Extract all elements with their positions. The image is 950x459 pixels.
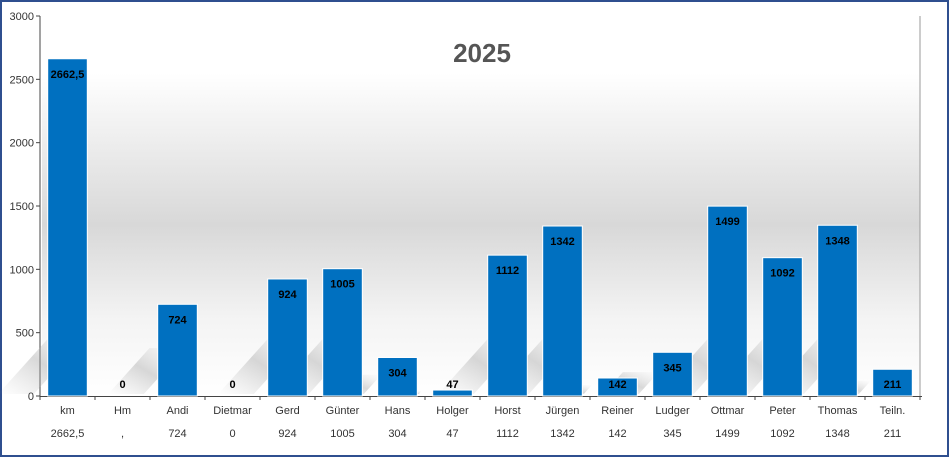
data-label: 345 xyxy=(663,362,681,374)
bar-thomas xyxy=(817,224,858,397)
category-label: Horst xyxy=(494,405,520,417)
bar-hans xyxy=(377,356,418,397)
bars xyxy=(47,58,913,397)
y-tick-label: 2500 xyxy=(10,74,34,86)
y-tick-label: 0 xyxy=(28,391,34,403)
category-label: Jürgen xyxy=(546,405,580,417)
data-label: 724 xyxy=(168,314,187,326)
category-label: Andi xyxy=(166,405,188,417)
data-label: 1342 xyxy=(550,236,574,248)
table-value: 304 xyxy=(388,428,406,440)
category-label: Hm xyxy=(114,405,131,417)
bar-j-rgen xyxy=(542,225,583,397)
category-label: Holger xyxy=(436,405,469,417)
y-tick-label: 500 xyxy=(16,328,34,340)
table-value: 1092 xyxy=(770,428,794,440)
data-label: 1092 xyxy=(770,268,794,280)
bar-reiner xyxy=(597,377,638,397)
table-value: 2662,5 xyxy=(51,428,85,440)
table-value: 47 xyxy=(446,428,458,440)
data-label: 1005 xyxy=(330,279,354,291)
table-value: 924 xyxy=(278,428,296,440)
data-label: 0 xyxy=(229,379,235,391)
bar-teiln- xyxy=(872,368,913,397)
bar-km xyxy=(47,58,88,397)
category-label: Reiner xyxy=(601,405,634,417)
y-tick-label: 3000 xyxy=(10,11,34,23)
data-label: 142 xyxy=(608,379,626,391)
bar-peter xyxy=(762,257,803,397)
y-tick-label: 2000 xyxy=(10,138,34,150)
y-tick-label: 1500 xyxy=(10,201,34,213)
bar-ottmar xyxy=(707,205,748,397)
table-value: 1112 xyxy=(496,428,519,440)
data-label: 1112 xyxy=(496,265,519,277)
category-labels: km Hm Andi Dietmar Gerd Günter Hans Holger Horst… xyxy=(60,405,905,417)
category-label: Ludger xyxy=(655,405,690,417)
table-value: 1342 xyxy=(550,428,574,440)
data-label: 47 xyxy=(446,379,458,391)
table-value: 211 xyxy=(884,428,902,440)
category-label: Ottmar xyxy=(711,405,745,417)
table-value: 1499 xyxy=(715,428,739,440)
bar-andi xyxy=(157,303,198,397)
category-label: Günter xyxy=(326,405,360,417)
table-value: , xyxy=(121,428,124,440)
chart-title: 2025 xyxy=(453,38,511,68)
data-label: 1499 xyxy=(715,216,739,228)
table-value: 1348 xyxy=(825,428,849,440)
category-label: Hans xyxy=(385,405,411,417)
data-label: 211 xyxy=(884,379,902,391)
category-label: Peter xyxy=(769,405,796,417)
table-value: 1005 xyxy=(330,428,354,440)
table-value: 724 xyxy=(168,428,186,440)
table-value: 345 xyxy=(663,428,681,440)
bar-gerd xyxy=(267,278,308,397)
y-tick-label: 1000 xyxy=(10,264,34,276)
bar-g-nter xyxy=(322,268,363,397)
data-labels: 2662,5 0 724 0 924 1005 304 47 1112 1342 142 345 149… xyxy=(51,69,902,391)
category-label: Thomas xyxy=(818,405,858,417)
category-label: km xyxy=(60,405,75,417)
data-label: 1348 xyxy=(825,235,849,247)
data-label: 2662,5 xyxy=(51,69,85,81)
data-label: 304 xyxy=(388,367,407,379)
data-table-row: 2662,5, 724 0 924 1005 304 47 1112 1342 142 345 149… xyxy=(51,428,902,440)
table-value: 0 xyxy=(229,428,235,440)
data-label: 0 xyxy=(119,379,125,391)
category-label: Dietmar xyxy=(213,405,252,417)
table-value: 142 xyxy=(608,428,626,440)
category-label: Teiln. xyxy=(880,405,906,417)
y-axis-ticks: 0 500 1000 1500 2000 2500 3000 xyxy=(10,11,921,403)
category-label: Gerd xyxy=(275,405,299,417)
bar-ludger xyxy=(652,351,693,397)
bar-holger xyxy=(432,389,473,397)
bar-horst xyxy=(487,254,528,397)
data-label: 924 xyxy=(278,289,297,301)
